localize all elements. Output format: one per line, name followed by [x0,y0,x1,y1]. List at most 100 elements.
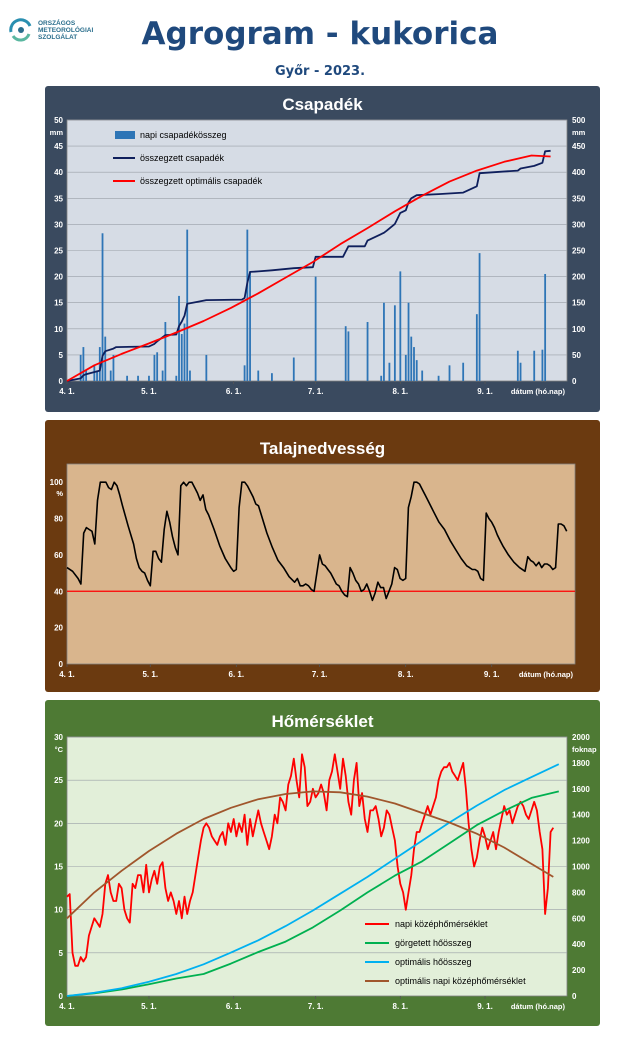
y-tick-label: 60 [54,551,63,560]
y2-tick-label: 1600 [572,785,590,794]
x-tick-label: 7. 1. [308,387,324,396]
y2-tick-label: 0 [572,377,577,386]
precipitation-bar [541,349,544,381]
y-tick-label: 20 [54,819,63,828]
omsz-logo-text: ORSZÁGOS METEOROLÓGIAI SZOLGÁLAT [38,20,93,41]
precipitation-bar [437,375,440,381]
precipitation-bar [96,370,98,381]
x-tick-label: 6. 1. [229,670,245,679]
y2-tick-label: 150 [572,299,586,308]
precipitation-bar [257,370,260,381]
precipitation-bar [246,229,249,381]
precipitation-bar [388,362,391,381]
y-tick-label: 40 [54,168,63,177]
precipitation-bar [137,375,139,381]
y2-tick-label: 500 [572,116,586,125]
precipitation-bar [112,354,115,381]
precipitation-bar [104,336,107,381]
legend-label: optimális hőösszeg [395,957,472,967]
y-tick-label: 30 [54,733,63,742]
precipitation-chart: Csapadék 0 5 10 15 20 25 30 35 40 45 50 mm 0 50 100 150 2… [50,95,586,396]
y-tick-label: 5 [59,949,64,958]
precipitation-bar [380,375,383,381]
x-axis-label: dátum (hó.nap) [511,1002,566,1011]
precipitation-bar [161,370,164,381]
precipitation-bar [243,365,246,381]
chart-title: Csapadék [282,95,363,114]
y-tick-label: 20 [54,273,63,282]
series-line [66,790,554,919]
y-tick-label: 0 [59,377,64,386]
y2-unit-label: foknap [572,745,597,754]
y2-tick-label: 0 [572,992,577,1001]
precipitation-bar [407,302,410,381]
y-unit-label: % [56,489,63,498]
y-tick-label: 80 [54,515,63,524]
precipitation-bar [148,375,150,381]
precipitation-bar [475,314,478,381]
omsz-logo: ORSZÁGOS METEOROLÓGIAI SZOLGÁLAT [8,18,93,42]
precipitation-bar [393,305,396,381]
precipitation-bar [415,360,418,381]
legend-label: napi középhőmérséklet [395,919,488,929]
precipitation-bar [156,352,159,381]
precipitation-bar [183,323,186,381]
legend-swatch [115,131,135,139]
precipitation-bar [126,375,129,381]
y-tick-label: 5 [59,351,64,360]
y-tick-label: 15 [54,863,63,872]
legend-label: napi csapadékösszeg [140,130,227,140]
y-unit-label: mm [50,128,64,137]
precipitation-bar [189,370,191,381]
x-tick-label: 6. 1. [226,387,242,396]
plot-area [66,463,576,665]
x-tick-label: 7. 1. [312,670,328,679]
temperature-panel: Hőmérséklet 0 5 10 15 20 25 30 °C 0 200 400 600 800 10… [45,700,600,1026]
x-tick-label: 4. 1. [59,670,75,679]
series-line [66,154,551,382]
x-tick-label: 9. 1. [477,387,493,396]
precipitation-bar [366,322,369,381]
precipitation-bar [404,354,407,381]
precipitation-bar [413,347,415,381]
soil-moisture-panel: Talajnedvesség 0 20 40 60 80 100% 4. 1. 5. 1. 6. … [45,420,600,692]
precipitation-bar [533,350,536,381]
y-tick-label: 45 [54,142,63,151]
y-tick-label: 10 [54,325,63,334]
precipitation-bar [178,295,180,381]
y2-tick-label: 50 [572,351,581,360]
soil-moisture-chart: Talajnedvesség 0 20 40 60 80 100% 4. 1. 5. 1. 6. … [50,439,576,679]
x-axis-label: dátum (hó.nap) [519,670,574,679]
x-tick-label: 4. 1. [59,387,75,396]
y2-tick-label: 300 [572,220,586,229]
precipitation-bar [478,253,481,381]
page-subtitle: Győr - 2023. [274,64,366,79]
y-unit-label: °C [55,745,64,754]
precipitation-bar [249,271,251,381]
y2-tick-label: 100 [572,325,586,334]
y2-tick-label: 1000 [572,863,590,872]
y2-unit-label: mm [572,128,586,137]
y2-tick-label: 400 [572,940,586,949]
y-tick-label: 25 [54,776,63,785]
x-tick-label: 9. 1. [477,1002,493,1011]
legend-label: összegzett csapadék [140,153,225,163]
x-tick-label: 8. 1. [393,1002,409,1011]
y-tick-label: 30 [54,220,63,229]
precipitation-bar [421,370,424,381]
y-tick-label: 20 [54,624,63,633]
x-tick-label: 5. 1. [141,387,157,396]
series-line [66,763,560,997]
chart-title: Hőmérséklet [271,712,373,731]
precipitation-bar [82,347,85,381]
precipitation-bar [383,302,385,381]
y2-tick-label: 200 [572,966,586,975]
y2-tick-label: 200 [572,273,586,282]
precipitation-bar [399,271,402,381]
precipitation-bar [544,273,547,381]
y-tick-label: 25 [54,247,63,256]
logo-line-2: METEOROLÓGIAI [38,26,94,34]
precipitation-bar [519,362,522,381]
temperature-chart: Hőmérséklet 0 5 10 15 20 25 30 °C 0 200 400 600 800 10… [54,712,597,1011]
logo-line-1: ORSZÁGOS [38,19,76,27]
